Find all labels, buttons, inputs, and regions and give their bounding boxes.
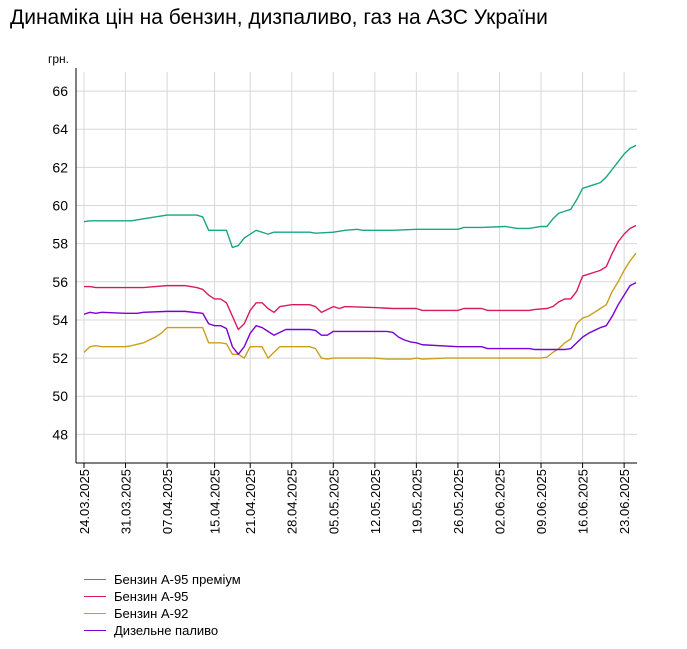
grid-lines — [76, 72, 637, 463]
x-tick-label: 09.06.2025 — [534, 469, 549, 534]
x-tick-label: 28.04.2025 — [285, 469, 300, 534]
series-lines — [83, 144, 637, 360]
y-tick-label: 66 — [52, 83, 68, 99]
series-line-1 — [83, 144, 637, 249]
legend-item: Бензин А-92 — [84, 605, 241, 622]
x-tick-label: 23.06.2025 — [617, 469, 632, 534]
x-tick-label: 21.04.2025 — [243, 469, 258, 534]
legend-swatch — [84, 579, 106, 580]
legend-swatch — [84, 630, 106, 631]
x-axis: 24.03.2025 31.03.2025 07.04.2025 15.04.2025… — [76, 462, 637, 534]
x-tick-label: 26.05.2025 — [451, 469, 466, 534]
legend-swatch — [84, 596, 106, 597]
legend-label: Бензин А-95 преміум — [114, 572, 241, 587]
y-axis: 48 50 52 54 56 58 60 62 64 66 — [52, 68, 77, 463]
y-tick-label: 62 — [52, 159, 68, 175]
y-axis-label: грн. — [48, 52, 69, 66]
legend-label: Бензин А-95 — [114, 589, 189, 604]
y-tick-label: 52 — [52, 350, 68, 366]
y-tick-label: 56 — [52, 274, 68, 290]
y-tick-label: 60 — [52, 198, 68, 214]
x-tick-label: 19.05.2025 — [409, 469, 424, 534]
x-tick-label: 24.03.2025 — [77, 469, 92, 534]
x-tick-label: 02.06.2025 — [492, 469, 507, 534]
y-tick-label: 54 — [52, 312, 68, 328]
chart-title: Динаміка цін на бензин, дизпаливо, газ н… — [10, 6, 548, 29]
series-line-3 — [83, 252, 637, 360]
x-tick-label: 15.04.2025 — [208, 469, 223, 534]
x-tick-label: 12.05.2025 — [368, 469, 383, 534]
x-tick-label: 31.03.2025 — [119, 469, 134, 534]
series-line-2 — [84, 224, 637, 331]
legend: Бензин А-95 преміум Бензин А-95 Бензин А-9… — [84, 571, 241, 639]
y-tick-label: 64 — [52, 121, 68, 137]
y-tick-label: 48 — [52, 426, 68, 442]
legend-label: Дизельне паливо — [114, 623, 219, 638]
x-tick-label: 07.04.2025 — [160, 469, 175, 534]
series-line-4 — [83, 282, 637, 355]
legend-label: Бензин А-92 — [114, 606, 189, 621]
y-tick-label: 50 — [52, 388, 68, 404]
x-tick-label: 05.05.2025 — [326, 469, 341, 534]
legend-swatch — [84, 613, 106, 614]
legend-item: Бензин А-95 преміум — [84, 571, 241, 588]
legend-item: Бензин А-95 — [84, 588, 241, 605]
x-tick-label: 16.06.2025 — [576, 469, 591, 534]
y-tick-label: 58 — [52, 236, 68, 252]
legend-item: Дизельне паливо — [84, 622, 241, 639]
